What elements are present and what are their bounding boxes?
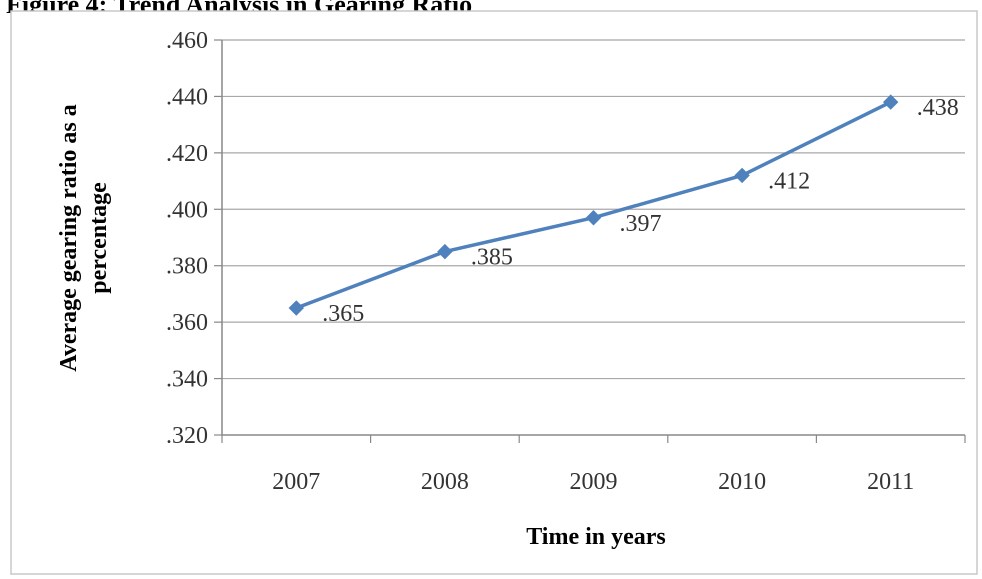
y-tick-labels: .320 .340 .360 .380 .400 .420 .440 .460 bbox=[166, 28, 208, 449]
x-tick-label: 2011 bbox=[867, 469, 914, 495]
x-tick-labels: 2007 2008 2009 2010 2011 bbox=[272, 469, 914, 495]
y-tick-label: .400 bbox=[166, 197, 208, 223]
y-axis-title: Average gearing ratio as a percentage bbox=[56, 104, 112, 371]
data-label: .438 bbox=[917, 95, 959, 121]
y-tick-label: .320 bbox=[166, 423, 208, 449]
data-point-marker bbox=[288, 300, 305, 316]
x-tick-label: 2008 bbox=[421, 469, 469, 495]
data-point-marker bbox=[882, 94, 899, 110]
x-tick-label: 2010 bbox=[718, 469, 766, 495]
data-label: .412 bbox=[768, 168, 810, 194]
data-point-marker bbox=[585, 210, 602, 226]
x-tick-label: 2007 bbox=[272, 469, 320, 495]
data-label: .365 bbox=[322, 301, 364, 327]
y-tick-label: .460 bbox=[166, 28, 208, 54]
data-label: .397 bbox=[620, 211, 662, 237]
y-tick-label: .440 bbox=[166, 84, 208, 110]
gridlines bbox=[214, 39, 966, 443]
data-labels: .365 .385 .397 .412 .438 bbox=[322, 95, 958, 327]
y-tick-label: .340 bbox=[166, 367, 208, 393]
data-point-marker bbox=[437, 243, 453, 260]
y-axis-title-line-1: Average gearing ratio as a bbox=[56, 104, 82, 371]
y-tick-label: .360 bbox=[166, 310, 208, 336]
chart-frame bbox=[10, 10, 978, 575]
x-tick-label: 2009 bbox=[570, 469, 618, 495]
series-markers bbox=[288, 94, 899, 316]
y-tick-label: .380 bbox=[166, 254, 208, 280]
data-point-marker bbox=[734, 167, 750, 184]
y-tick-label: .420 bbox=[166, 141, 208, 167]
y-axis-title-line-2: percentage bbox=[86, 182, 112, 294]
data-label: .385 bbox=[471, 245, 513, 271]
x-axis-title: Time in years bbox=[526, 524, 666, 550]
